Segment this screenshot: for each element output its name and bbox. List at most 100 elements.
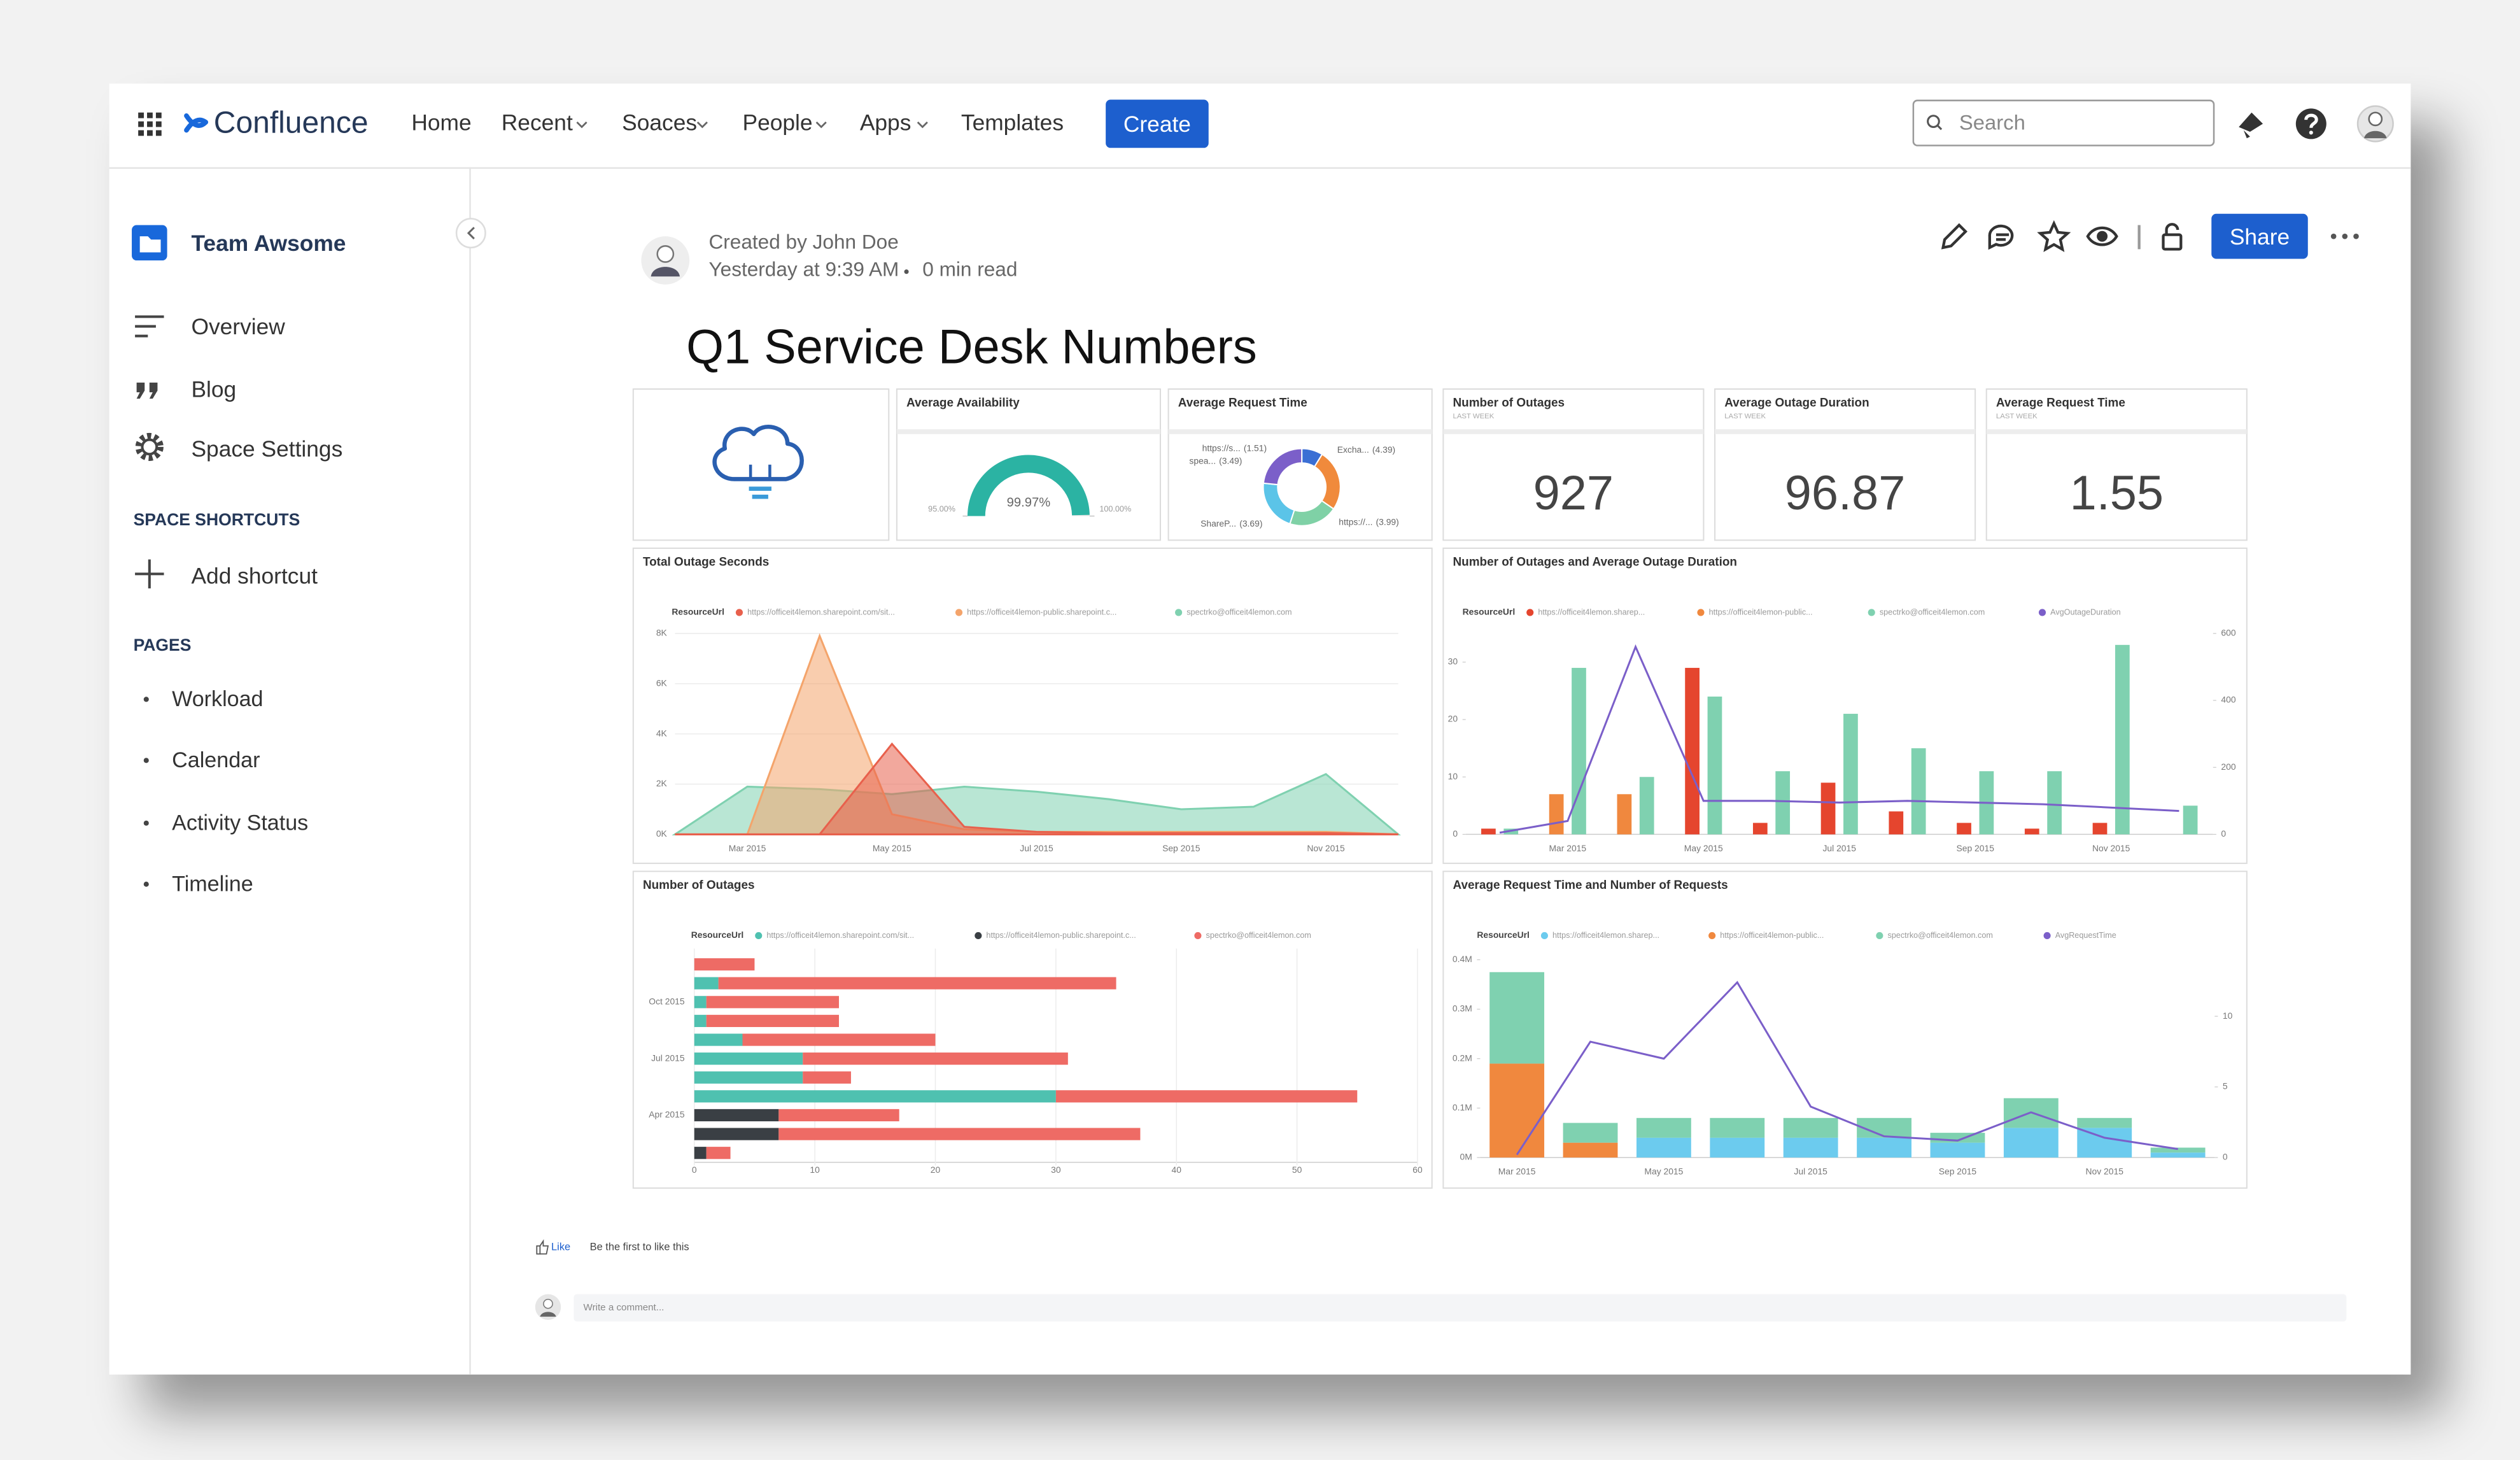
user-avatar[interactable] xyxy=(2356,105,2394,143)
page-timestamp: Yesterday at 9:39 AM xyxy=(708,258,899,281)
like-icon[interactable] xyxy=(536,1239,549,1255)
bar xyxy=(1563,1142,1618,1158)
page-link[interactable]: Activity Status xyxy=(172,811,309,835)
tile-subtitle: LAST WEEK xyxy=(1724,413,1766,420)
nav-link[interactable]: Templates xyxy=(961,109,1064,136)
author-avatar xyxy=(641,236,690,285)
legend-title: ResourceUrl xyxy=(672,607,724,617)
y-tick-label: Oct 2015 xyxy=(649,996,685,1006)
y-tick-label: 0.1M xyxy=(1453,1102,1472,1112)
space-name[interactable]: Team Awsome xyxy=(191,230,346,256)
bar xyxy=(1639,777,1654,835)
bar xyxy=(694,958,755,971)
help-icon[interactable] xyxy=(2295,108,2326,139)
y-tick-label: 2K xyxy=(656,778,668,788)
page-link[interactable]: Calendar xyxy=(172,748,260,772)
bar xyxy=(1707,697,1722,835)
bar xyxy=(778,1128,1141,1140)
bar xyxy=(694,1109,779,1122)
x-tick-label: 40 xyxy=(1172,1165,1182,1175)
section-heading: SPACE SHORTCUTS xyxy=(133,511,300,530)
bar xyxy=(2150,1147,2206,1153)
pie-value: (3.49) xyxy=(1219,455,1242,465)
sidebar-link[interactable]: Space Settings xyxy=(191,436,343,462)
notification-icon[interactable] xyxy=(2239,112,2263,139)
overview-icon xyxy=(135,315,164,337)
x-tick-label: 50 xyxy=(1292,1165,1302,1175)
bar xyxy=(1710,1117,1765,1138)
legend-swatch xyxy=(735,609,743,616)
bar xyxy=(1489,972,1545,1064)
comment-box[interactable] xyxy=(574,1294,2347,1322)
legend-title: ResourceUrl xyxy=(1477,930,1530,940)
line xyxy=(1499,644,2179,834)
tile xyxy=(1442,388,1705,541)
gauge-tick-label: 95.00% xyxy=(928,505,955,514)
space-icon[interactable] xyxy=(132,225,167,261)
pie-category: https://... xyxy=(1339,516,1372,527)
legend-title: ResourceUrl xyxy=(1463,607,1516,617)
nav-link[interactable]: Apps xyxy=(859,109,912,136)
x-tick-label: Sep 2015 xyxy=(1957,843,1995,853)
bar xyxy=(803,1052,1068,1065)
confluence-logo[interactable] xyxy=(184,113,208,133)
x-tick-label: Nov 2015 xyxy=(1307,843,1345,853)
legend-label: spectrko@officeit4lemon.com xyxy=(1880,607,1985,616)
create-button[interactable]: Create xyxy=(1106,99,1209,148)
x-tick-label: May 2015 xyxy=(1644,1166,1683,1176)
x-tick-label: May 2015 xyxy=(873,843,912,853)
y-tick-label: 0 xyxy=(1453,828,1458,839)
add-icon[interactable] xyxy=(135,559,164,589)
sidebar-link[interactable]: Overview xyxy=(191,313,285,339)
x-tick-label: Jul 2015 xyxy=(1823,843,1857,853)
read-time: 0 min read xyxy=(922,258,1018,281)
bar xyxy=(694,1147,707,1159)
sidebar-link[interactable]: Blog xyxy=(191,376,237,402)
bar xyxy=(1710,1137,1765,1158)
legend-swatch xyxy=(955,609,963,616)
page-link[interactable]: Timeline xyxy=(172,872,253,897)
tile-subtitle: LAST WEEK xyxy=(1453,413,1495,420)
pie-label: Excha... (4.39) xyxy=(1337,444,1395,455)
blog-icon xyxy=(136,382,158,399)
bar xyxy=(1563,1123,1618,1143)
app-grid-icon[interactable] xyxy=(138,112,162,136)
bar xyxy=(718,977,1116,989)
page-link[interactable]: Workload xyxy=(172,686,264,711)
bar xyxy=(2003,1128,2059,1158)
nav-link[interactable]: Soaces xyxy=(622,109,698,136)
bar xyxy=(694,1090,1056,1103)
bar xyxy=(2150,1152,2206,1158)
legend-title: ResourceUrl xyxy=(691,930,744,940)
page-actions[interactable] xyxy=(1941,220,2359,252)
nav-link[interactable]: Home xyxy=(411,109,472,136)
bar xyxy=(1752,823,1768,835)
y-tick-label: 0 xyxy=(2221,828,2226,839)
dashboard-logo xyxy=(712,425,804,499)
bar xyxy=(1857,1137,1911,1158)
pie-label: ShareP... (3.69) xyxy=(1200,518,1262,528)
bar xyxy=(694,1033,743,1046)
bar xyxy=(1636,1117,1691,1138)
nav-link[interactable]: People xyxy=(742,109,813,136)
nav-link[interactable]: Recent xyxy=(501,109,573,136)
like-button[interactable]: Like xyxy=(551,1242,571,1254)
page-bullets xyxy=(143,697,149,887)
y-tick-label: 400 xyxy=(2221,695,2235,705)
x-tick-label: 20 xyxy=(931,1165,941,1175)
bar xyxy=(1889,811,1904,835)
collapse-button[interactable] xyxy=(455,218,486,249)
bar xyxy=(2047,771,2062,835)
search-box[interactable] xyxy=(1912,99,2215,146)
legend-label: https://officeit4lemon.sharepoint.com/si… xyxy=(766,931,914,940)
brand[interactable]: Confluence xyxy=(213,106,369,141)
comment-placeholder: Write a comment... xyxy=(583,1303,665,1314)
bar xyxy=(742,1033,936,1046)
bar xyxy=(1857,1117,1911,1138)
share-button[interactable]: Share xyxy=(2211,213,2308,259)
bar xyxy=(2024,828,2039,835)
sidebar-link[interactable]: Add shortcut xyxy=(191,562,318,589)
pie-category: https://s... xyxy=(1202,443,1241,453)
tile-header-divider xyxy=(1443,429,1704,434)
